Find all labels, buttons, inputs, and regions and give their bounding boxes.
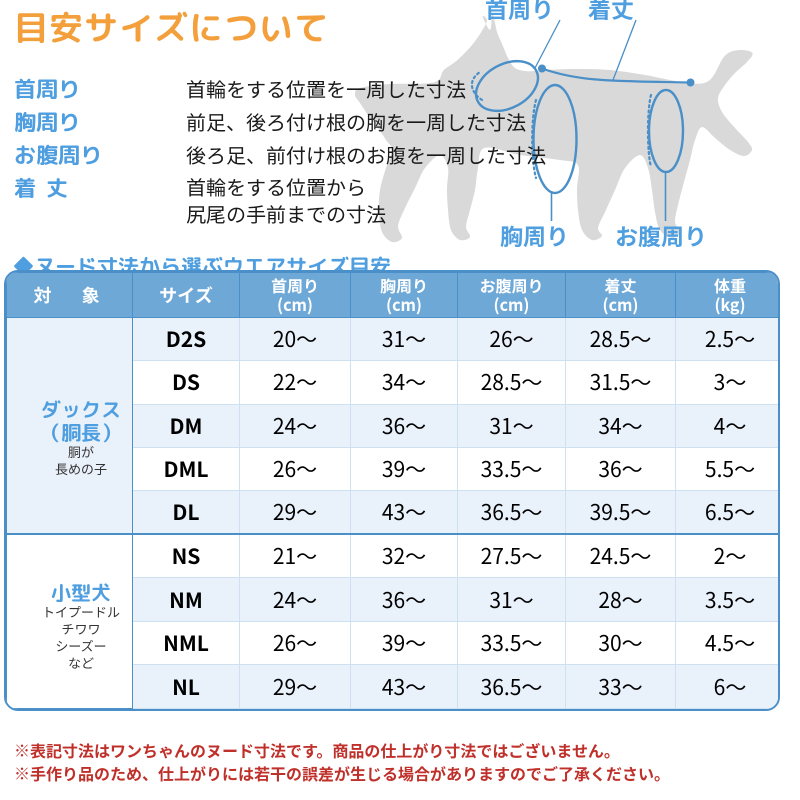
svg-text:着丈: 着丈 <box>588 0 634 25</box>
svg-text:お腹周り: お腹周り <box>615 218 707 252</box>
svg-text:首周り: 首周り <box>485 0 554 25</box>
svg-text:胸周り: 胸周り <box>500 218 569 252</box>
